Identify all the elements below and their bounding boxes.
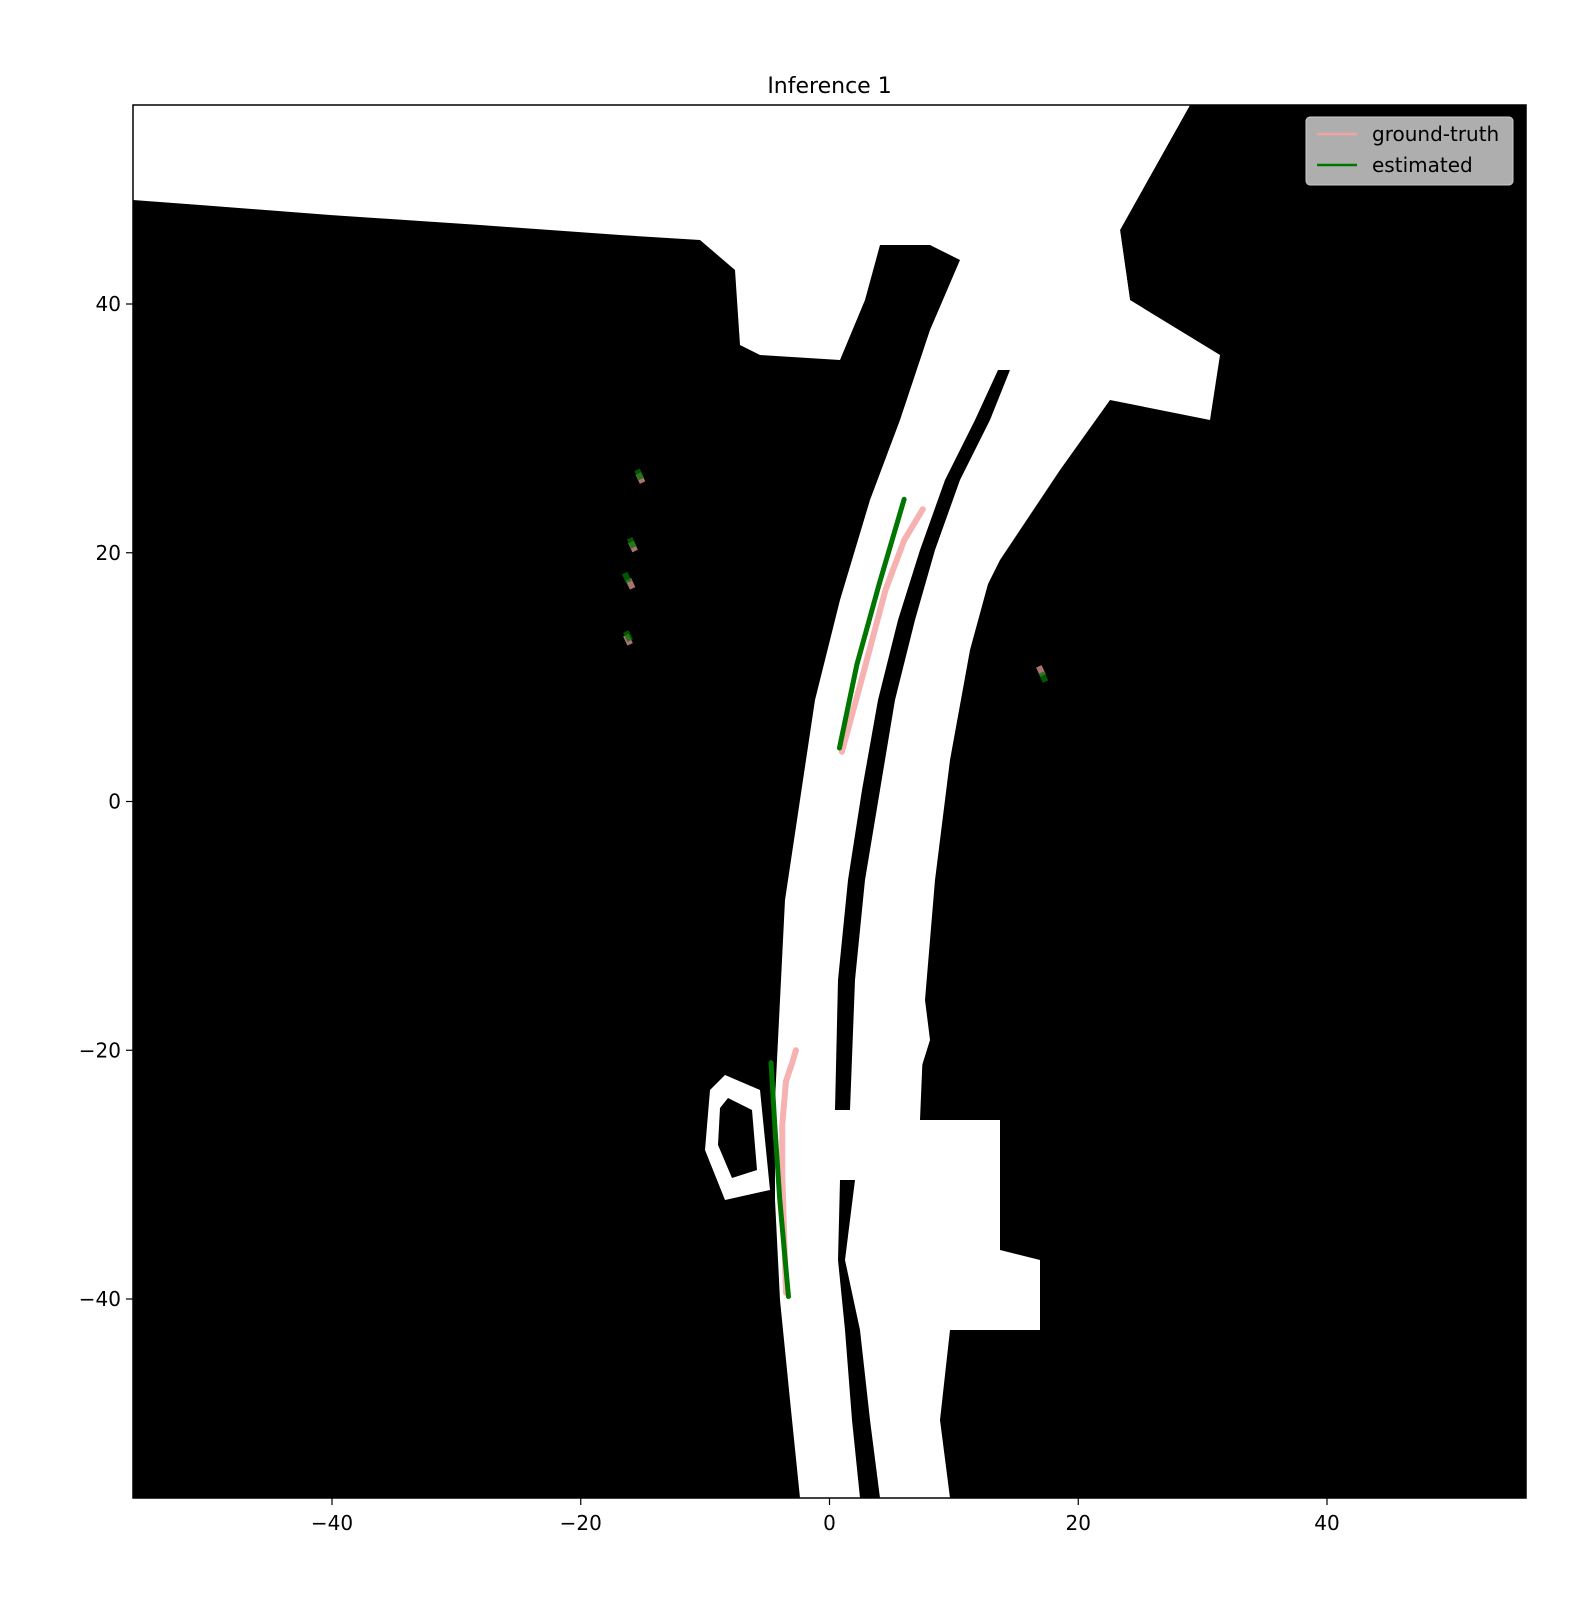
- x-axis: −40 −20 0 20 40: [311, 1498, 1340, 1535]
- estimated-line-0: [836, 496, 907, 751]
- legend-label-estimated: estimated: [1372, 153, 1473, 177]
- map-divider-strip: [835, 370, 1010, 1110]
- estimated-marker-6: [1038, 671, 1049, 683]
- occupancy-map: [133, 105, 1526, 1498]
- map-side-loop-hole: [718, 1098, 757, 1178]
- y-tick-label-3: −20: [79, 1038, 121, 1062]
- y-tick-label-0: 40: [96, 292, 121, 316]
- map-divider-strip-lower: [838, 1180, 880, 1498]
- estimated-marker-5: [623, 630, 633, 642]
- y-axis: 40 20 0 −20 −40: [79, 292, 133, 1311]
- x-tick-label-3: 20: [1066, 1511, 1091, 1535]
- y-tick-label-4: −40: [79, 1287, 121, 1311]
- x-tick-label-0: −40: [311, 1511, 353, 1535]
- ground-truth-line-0: [838, 506, 926, 755]
- x-tick-label-1: −20: [560, 1511, 602, 1535]
- estimated-line-1: [768, 1060, 791, 1300]
- y-tick-label-2: 0: [108, 790, 121, 814]
- map-drivable-main-road: [775, 105, 1190, 1498]
- estimated-marker-4: [621, 571, 632, 584]
- legend-box: [1305, 116, 1514, 186]
- ground-truth-line-1: [779, 1047, 799, 1296]
- legend: ground-truth estimated: [1305, 116, 1514, 186]
- estimated-marker-3: [626, 537, 637, 549]
- x-tick-label-4: 40: [1314, 1511, 1339, 1535]
- estimated-marker-2: [634, 468, 645, 481]
- legend-label-ground-truth: ground-truth: [1372, 122, 1499, 146]
- chart-title: Inference 1: [767, 74, 891, 99]
- y-tick-label-1: 20: [96, 541, 121, 565]
- plot-lines: [621, 468, 1049, 1300]
- x-tick-label-2: 0: [823, 1511, 836, 1535]
